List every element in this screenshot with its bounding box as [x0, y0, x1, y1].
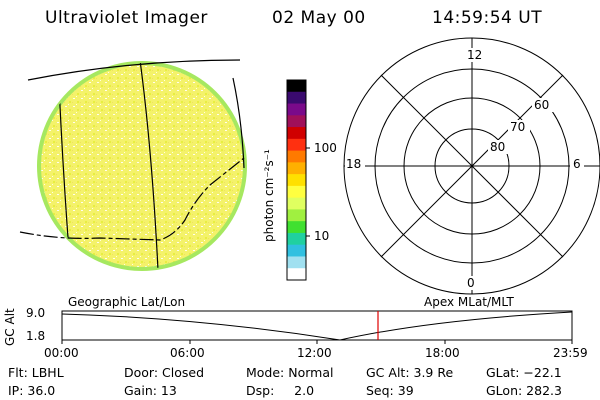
colorbar-segment: [287, 162, 306, 175]
colorbar-segment: [287, 127, 306, 140]
right-caption: Apex MLat/MLT: [424, 295, 514, 309]
colorbar-segment: [287, 91, 306, 105]
polar-ring-label: 70: [510, 120, 526, 134]
colorbar-tick-label: 100: [314, 141, 337, 155]
x-tick-label: 12:00: [297, 346, 332, 360]
colorbar-segment: [287, 244, 306, 257]
coastline: [19, 157, 245, 241]
dsp-readout: Dsp: 2.0: [246, 383, 315, 398]
timeline-frame: [61, 310, 573, 341]
colorbar-segment: [287, 268, 306, 281]
colorbar-segment: [287, 150, 306, 163]
x-tick-label: 00:00: [44, 346, 79, 360]
colorbar-tick-label: 10: [314, 229, 330, 243]
y-tick-label: 9.0: [26, 306, 46, 320]
gc-alt-readout: GC Alt: 3.9 Re: [366, 365, 454, 380]
polar-ring-label: 80: [490, 140, 506, 154]
altitude-curve: [61, 311, 573, 341]
colorbar-segment: [287, 80, 306, 93]
colorbar-segment: [287, 209, 306, 222]
glon-readout: GLon: 282.3: [486, 383, 562, 398]
seq-readout: Seq: 39: [366, 383, 414, 398]
filter-readout: Flt: LBHL: [8, 365, 64, 380]
colorbar-segment: [287, 115, 306, 128]
colorbar-segment: [287, 232, 306, 246]
polar-ring-label: 60: [534, 98, 550, 112]
y-tick-label: 1.8: [26, 329, 46, 343]
header-time: 14:59:54 UT: [432, 8, 543, 28]
instrument-title: Ultraviolet Imager: [45, 8, 208, 28]
polar-label-mlt-0: 0: [467, 276, 475, 290]
colorbar-segment: [287, 174, 306, 187]
polar-label-mlt-18: 18: [346, 157, 362, 171]
x-tick-label: 06:00: [170, 346, 205, 360]
colorbar-segment: [287, 197, 306, 210]
polar-grid: [343, 37, 600, 295]
polar-label-mlt-12: 12: [467, 48, 483, 62]
header-date: 02 May 00: [272, 8, 366, 28]
colorbar-frame: [286, 79, 307, 281]
colorbar-segment: [287, 103, 306, 116]
earth-disk: [39, 63, 245, 269]
timeline-axis-title: GC Alt: [3, 308, 17, 346]
colorbar-segment: [287, 221, 306, 234]
door-readout: Door: Closed: [124, 365, 205, 380]
colorbar-segment: [287, 185, 306, 199]
earth-limb: [37, 61, 247, 271]
ip-readout: IP: 36.0: [8, 383, 56, 398]
glat-readout: GLat: −22.1: [486, 365, 562, 380]
meridian-line: [139, 63, 159, 269]
colorbar-units-label: photon cm⁻²s⁻¹: [262, 149, 276, 242]
mode-readout: Mode: Normal: [246, 365, 334, 380]
colorbar-segment: [287, 256, 306, 269]
gain-readout: Gain: 13: [124, 383, 177, 398]
colorbar: [287, 80, 306, 281]
x-tick-label: 23:59: [553, 346, 588, 360]
x-tick-label: 18:00: [425, 346, 460, 360]
latitude-line: [27, 59, 241, 81]
colorbar-segment: [287, 138, 306, 152]
left-caption: Geographic Lat/Lon: [68, 295, 186, 309]
polar-label-mlt-6: 6: [573, 157, 581, 171]
